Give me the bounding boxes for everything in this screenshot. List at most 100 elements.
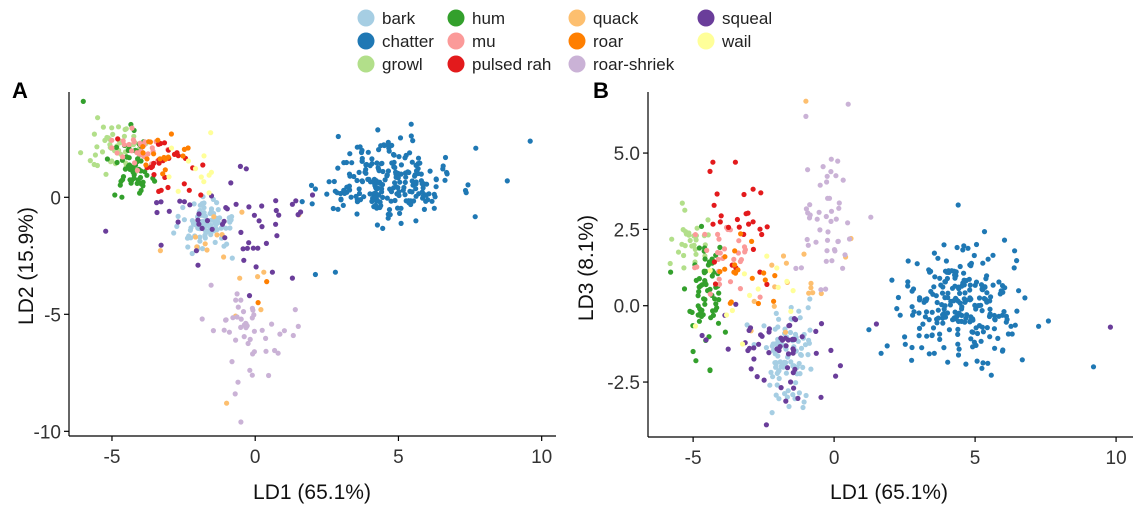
legend-swatch: [357, 55, 375, 73]
data-point: [705, 217, 711, 223]
data-point: [356, 186, 362, 192]
data-point: [224, 241, 230, 247]
data-point: [987, 311, 993, 317]
data-point: [824, 173, 830, 179]
data-point: [397, 210, 403, 216]
data-point: [937, 331, 943, 337]
data-point: [695, 303, 701, 309]
data-point: [274, 233, 280, 239]
data-point: [1002, 285, 1008, 291]
data-point: [826, 195, 833, 201]
panel-a-y-axis-title: LD2 (15.9%): [15, 207, 38, 325]
data-point: [209, 226, 215, 232]
data-point: [764, 281, 770, 287]
data-point: [836, 205, 842, 211]
data-point: [840, 265, 846, 271]
data-point: [289, 201, 295, 207]
data-point: [230, 315, 236, 321]
data-point: [403, 174, 409, 180]
data-point: [675, 249, 682, 255]
data-point: [799, 334, 805, 340]
data-point: [748, 366, 754, 372]
data-point: [151, 172, 157, 178]
data-point: [762, 277, 768, 283]
data-point: [229, 359, 235, 365]
x-tick-label: -5: [104, 447, 121, 468]
data-point: [217, 215, 223, 221]
data-point: [801, 399, 807, 405]
data-point: [866, 327, 872, 333]
data-point: [419, 181, 425, 187]
data-point: [187, 227, 193, 233]
data-point: [398, 205, 404, 211]
data-point: [413, 179, 419, 185]
data-point: [403, 198, 409, 204]
data-point: [813, 350, 819, 356]
data-point: [427, 168, 433, 174]
data-point: [845, 101, 851, 107]
legend-item: roar: [568, 32, 624, 51]
data-point: [276, 212, 282, 218]
data-point: [967, 319, 973, 325]
data-point: [992, 316, 998, 322]
data-point: [716, 290, 722, 296]
data-point: [722, 254, 728, 260]
data-point: [126, 141, 132, 148]
data-point: [256, 218, 262, 224]
data-point: [692, 246, 698, 252]
panel-b-x-axis-title: LD1 (65.1%): [830, 481, 948, 504]
data-point: [722, 329, 729, 335]
data-point: [80, 98, 86, 104]
data-point: [902, 341, 908, 347]
series-roar: [140, 131, 270, 306]
data-point: [803, 392, 809, 399]
data-point: [127, 177, 133, 183]
data-point: [802, 342, 809, 348]
data-point: [354, 199, 360, 205]
panel-b-axes: -5 0 5 10 -2.5 0.0 2.5 5.0: [607, 92, 1133, 469]
data-point: [771, 303, 777, 309]
data-point: [979, 286, 985, 292]
data-point: [742, 247, 749, 253]
legend-item: pulsed rah: [447, 55, 551, 74]
data-point: [246, 204, 252, 210]
data-point: [983, 276, 989, 282]
data-point: [816, 209, 822, 215]
data-point: [923, 298, 929, 304]
data-point: [976, 295, 983, 301]
data-point: [941, 345, 947, 351]
data-point: [751, 345, 757, 351]
data-point: [803, 113, 809, 119]
data-point: [990, 282, 996, 288]
series-hum: [668, 223, 729, 374]
data-point: [132, 160, 138, 166]
data-point: [941, 306, 947, 312]
data-point: [828, 156, 834, 162]
data-point: [154, 200, 160, 206]
data-point: [263, 335, 269, 341]
data-point: [713, 301, 719, 307]
data-point: [774, 346, 780, 352]
data-point: [715, 256, 721, 262]
legend-item: mu: [447, 32, 496, 51]
data-point: [914, 261, 920, 267]
legend-label: roar: [593, 32, 624, 51]
data-point: [343, 159, 350, 166]
data-point: [205, 228, 211, 234]
data-point: [716, 276, 722, 282]
data-point: [931, 250, 938, 256]
data-point: [243, 166, 249, 172]
data-point: [413, 186, 419, 192]
data-point: [698, 223, 705, 229]
data-point: [289, 275, 295, 281]
data-point: [197, 202, 203, 208]
data-point: [785, 388, 791, 394]
data-point: [717, 219, 723, 225]
legend-label: wail: [721, 32, 751, 51]
data-point: [732, 262, 738, 268]
series-wail: [166, 130, 214, 196]
data-point: [244, 245, 250, 251]
data-point: [750, 246, 757, 252]
data-point: [157, 248, 163, 254]
data-point: [725, 346, 731, 352]
